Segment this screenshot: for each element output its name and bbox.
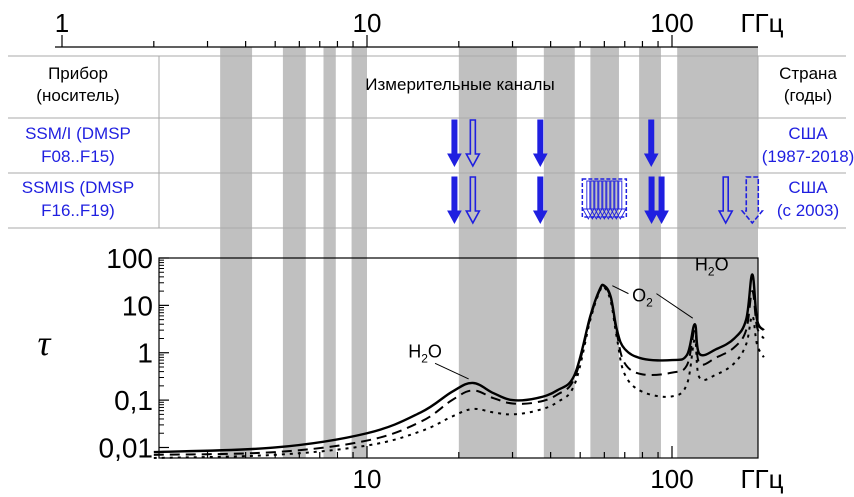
annotation-0: H2O [408, 341, 442, 365]
y-tick-label-2: 1 [137, 338, 153, 369]
opacity-curve-dotted [153, 285, 765, 459]
channel-arrow-r1-6 [740, 176, 764, 225]
frequency-band-3 [351, 47, 367, 458]
frequency-band-4 [458, 47, 517, 458]
row-1-years: (с 2003) [777, 201, 839, 220]
annotation-1-leader-a [612, 285, 629, 295]
row-0-carrier: F08..F15) [41, 147, 115, 166]
channel-arrow-r1-3-4 [598, 180, 611, 220]
table-grid [8, 55, 846, 229]
annotation-1-sub: 2 [646, 296, 653, 310]
frequency-band-8 [677, 47, 758, 458]
frequency-band-2 [323, 47, 336, 458]
annotation-0-tail: O [428, 341, 442, 361]
channel-arrow-r1-4-b [654, 176, 669, 225]
bottom-frequency-axis: 10 100 ГГц [206, 446, 784, 494]
channel-arrow-r1-3-3 [594, 180, 607, 220]
opacity-curves [153, 273, 765, 459]
channel-arrow-r1-2 [532, 176, 548, 225]
top-tick-label-0: 1 [55, 8, 69, 38]
annotation-2: H2O [695, 254, 729, 278]
bottom-tick-label-1: 100 [650, 464, 693, 494]
row-0-instrument: SSM/I (DMSP [25, 124, 131, 143]
channel-arrow-r1-3-5 [602, 180, 615, 220]
header-right-line2: (годы) [784, 86, 832, 105]
header-center: Измерительные каналы [365, 75, 554, 94]
row-0-years: (1987-2018) [762, 147, 854, 166]
header-right-line1: Страна [779, 64, 837, 83]
row-1-carrier: F16..F19) [41, 201, 115, 220]
bottom-tick-label-0: 10 [353, 464, 382, 494]
top-frequency-axis: 1 10 100 ГГц [55, 8, 784, 48]
channel-arrow-r1-3-8 [614, 180, 627, 220]
header-left-line1: Прибор [48, 64, 108, 83]
y-tick-label-3: 0,1 [114, 385, 153, 416]
top-tick-label-1: 10 [353, 8, 382, 38]
channel-arrow-r1-1 [465, 176, 481, 225]
frequency-band-6 [590, 47, 619, 458]
channel-arrow-r1-3-0 [582, 180, 595, 220]
y-tick-label-1: 10 [122, 290, 153, 321]
annotation-0-leader [434, 362, 469, 380]
annotation-2-base: H [695, 254, 708, 274]
channel-arrow-r1-5 [717, 176, 734, 225]
annotation-0-base: H [408, 341, 421, 361]
channel-arrow-r1-3-2 [590, 180, 603, 220]
channel-arrow-r0-1 [465, 119, 481, 168]
channel-arrow-r0-2 [532, 119, 548, 168]
instrument-table: Прибор (носитель) Измерительные каналы Стра… [22, 64, 854, 220]
annotation-1-leader-b [656, 293, 694, 319]
row-1-country: США [788, 178, 828, 197]
frequency-band-5 [543, 47, 575, 458]
annotation-2-sub: 2 [708, 264, 715, 278]
y-tick-label-4: 0,01 [99, 432, 154, 463]
frequency-band-1 [282, 47, 306, 458]
channel-arrow-r1-3-7 [610, 180, 623, 220]
channel-arrow-r1-0 [447, 176, 462, 225]
channel-arrows [447, 119, 764, 225]
frequency-band-7 [639, 47, 661, 458]
channel-arrow-r0-0 [447, 119, 462, 168]
annotation-1-base: O [632, 286, 646, 306]
opacity-plot: 100 10 1 0,1 0,01 τ [38, 243, 759, 463]
row-1-instrument: SSMIS (DMSP [22, 178, 134, 197]
channel-arrow-r0-3 [643, 119, 659, 168]
y-axis-label: τ [38, 323, 52, 363]
top-tick-label-2: 100 [650, 8, 693, 38]
top-axis-unit: ГГц [740, 8, 783, 38]
annotation-0-sub: 2 [421, 351, 428, 365]
opacity-curve-dashed [153, 284, 765, 456]
channel-arrow-r1-3-6 [606, 180, 619, 220]
channel-arrow-r1-3-1 [586, 180, 599, 220]
y-tick-label-0: 100 [106, 243, 153, 274]
channel-arrow-r1-3-box [581, 178, 628, 218]
annotation-2-tail: O [715, 254, 729, 274]
frequency-bands [220, 47, 758, 458]
row-0-country: США [788, 124, 828, 143]
header-left-line2: (носитель) [36, 86, 119, 105]
bottom-axis-unit: ГГц [740, 464, 783, 494]
annotation-1: O2 [632, 286, 653, 310]
frequency-band-0 [220, 47, 253, 458]
